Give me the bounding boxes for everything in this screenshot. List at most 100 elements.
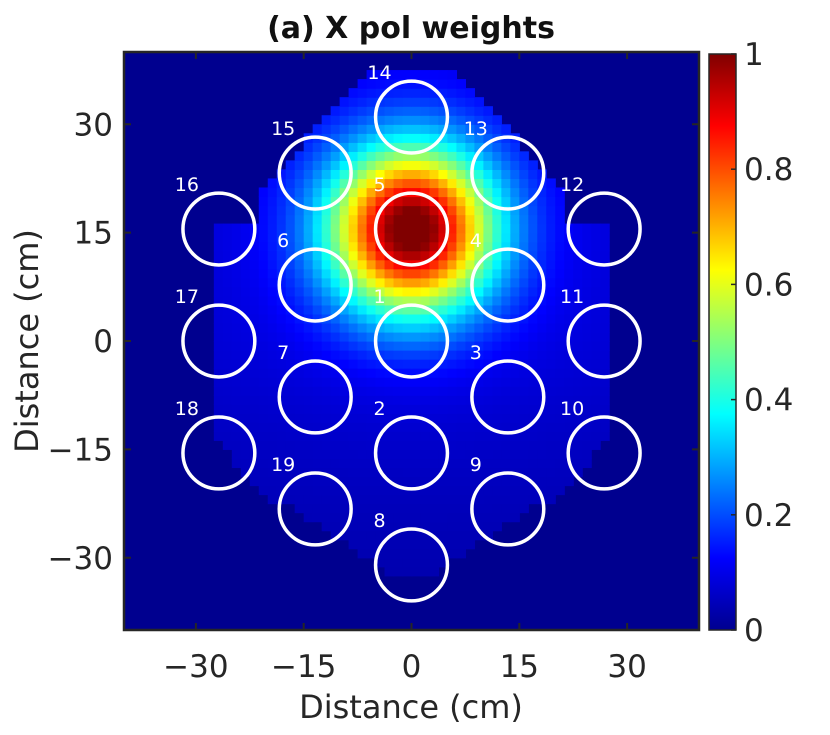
heatmap-cell xyxy=(501,250,511,261)
horn-circle-4 xyxy=(470,247,546,323)
heatmap-cell xyxy=(447,205,458,216)
heatmap-cell xyxy=(411,566,422,577)
heatmap-cell xyxy=(348,151,359,161)
heatmap-cell xyxy=(213,322,224,333)
colorbar-tick-label: 1 xyxy=(744,37,764,73)
heatmap-cell xyxy=(348,467,359,478)
heatmap-cell xyxy=(501,160,511,171)
heatmap-cell xyxy=(456,431,466,441)
colorbar-ticks: 10.80.60.40.20 xyxy=(731,37,793,649)
heatmap-cell xyxy=(501,151,511,161)
heatmap-cell xyxy=(483,286,493,297)
heatmap-cell xyxy=(285,440,296,450)
heatmap-cell xyxy=(528,196,538,207)
heatmap-cell xyxy=(420,88,431,98)
heatmap-cell xyxy=(366,214,377,225)
heatmap-cell xyxy=(600,431,610,441)
heatmap-cell xyxy=(330,223,341,234)
heatmap-cell xyxy=(447,449,458,460)
heatmap-cell xyxy=(438,331,449,342)
heatmap-cell xyxy=(564,395,574,405)
heatmap-cell xyxy=(348,386,359,396)
heatmap-cell xyxy=(222,241,233,252)
heatmap-cell xyxy=(411,97,422,107)
heatmap-cell xyxy=(339,431,350,441)
heatmap-cell xyxy=(330,205,341,216)
heatmap-cell xyxy=(339,223,350,234)
heatmap-cell xyxy=(492,331,502,342)
heatmap-cell xyxy=(519,160,529,171)
heatmap-cell xyxy=(402,557,413,568)
heatmap-cell xyxy=(303,431,314,441)
heatmap-cell xyxy=(528,286,538,297)
heatmap-cell xyxy=(492,521,502,532)
heatmap-cell xyxy=(456,214,466,225)
heatmap-cell xyxy=(447,250,458,261)
heatmap-cell xyxy=(321,494,332,505)
heatmap-cell xyxy=(465,106,475,116)
heatmap-cell xyxy=(303,368,314,378)
heatmap-cell xyxy=(375,295,386,306)
heatmap-cell xyxy=(213,404,224,414)
heatmap-cell xyxy=(321,521,332,532)
heatmap-cell xyxy=(456,377,466,387)
heatmap-cell xyxy=(366,422,377,432)
heatmap-cell xyxy=(402,70,413,80)
heatmap-cell xyxy=(492,512,502,523)
heatmap-cell xyxy=(348,214,359,225)
heatmap-cell xyxy=(519,368,529,378)
heatmap-cell xyxy=(222,250,233,261)
heatmap-cell xyxy=(249,277,260,288)
heatmap-cell xyxy=(519,494,529,505)
heatmap-cell xyxy=(258,232,269,243)
heatmap-cell xyxy=(267,395,278,405)
heatmap-cell xyxy=(402,124,413,134)
heatmap-cell xyxy=(312,178,323,189)
heatmap-cell xyxy=(375,304,386,315)
heatmap-cell xyxy=(339,512,350,523)
heatmap-cell xyxy=(510,277,520,288)
heatmap-cell xyxy=(393,350,404,360)
heatmap-cell xyxy=(564,313,574,324)
heatmap-cell xyxy=(429,404,440,414)
heatmap-cell xyxy=(348,485,359,496)
heatmap-cell xyxy=(456,133,466,143)
heatmap-cell xyxy=(231,386,242,396)
heatmap-cell xyxy=(375,377,386,387)
heatmap-cell xyxy=(492,485,502,496)
heatmap-cell xyxy=(303,476,314,487)
heatmap-cell xyxy=(555,422,565,432)
heatmap-cell xyxy=(537,413,547,423)
heatmap-cell xyxy=(438,79,449,89)
heatmap-cell xyxy=(312,286,323,297)
heatmap-cell xyxy=(276,250,287,261)
heatmap-cell xyxy=(285,331,296,342)
heatmap-cell xyxy=(465,322,475,333)
heatmap-cell xyxy=(600,268,610,279)
heatmap-cell xyxy=(555,413,565,423)
heatmap-cell xyxy=(312,494,323,505)
heatmap-cell xyxy=(411,359,422,369)
heatmap-cell xyxy=(402,286,413,297)
heatmap-cell xyxy=(519,205,529,216)
heatmap-cell xyxy=(474,395,484,405)
heatmap-cell xyxy=(357,485,368,496)
heatmap-cell xyxy=(267,313,278,324)
heatmap-cell xyxy=(402,169,413,180)
heatmap-cell xyxy=(348,295,359,306)
heatmap-cell xyxy=(294,422,305,432)
heatmap-cell xyxy=(312,359,323,369)
heatmap-cell xyxy=(420,196,431,207)
heatmap-cell xyxy=(375,449,386,460)
heatmap-cell xyxy=(420,404,431,414)
heatmap-cell xyxy=(366,142,377,152)
heatmap-cell xyxy=(402,106,413,116)
heatmap-cell xyxy=(276,196,287,207)
heatmap-cell xyxy=(528,205,538,216)
heatmap-cell xyxy=(537,431,547,441)
heatmap-cell xyxy=(600,232,610,243)
horn-circle-7 xyxy=(277,359,353,435)
heatmap-cell xyxy=(258,377,269,387)
heatmap-cell xyxy=(366,331,377,342)
heatmap-cell xyxy=(357,476,368,487)
